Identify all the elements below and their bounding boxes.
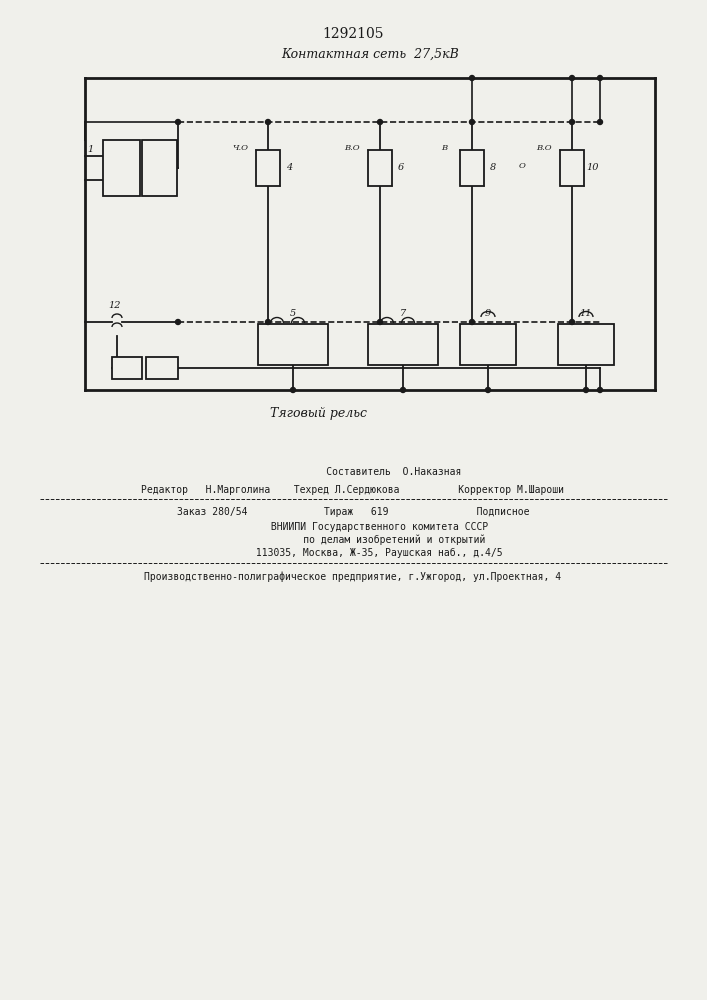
- Text: Контактная сеть  27,5кВ: Контактная сеть 27,5кВ: [281, 47, 459, 60]
- Bar: [460, 324, 516, 365]
- Text: 5: 5: [290, 310, 296, 318]
- Text: В: В: [441, 144, 447, 152]
- Circle shape: [400, 387, 406, 392]
- Circle shape: [378, 119, 382, 124]
- Text: Составитель  О.Наказная: Составитель О.Наказная: [245, 467, 462, 477]
- Circle shape: [469, 119, 474, 124]
- Circle shape: [175, 320, 180, 324]
- Text: 4: 4: [286, 163, 292, 172]
- Text: 113035, Москва, Ж-35, Раушская наб., д.4/5: 113035, Москва, Ж-35, Раушская наб., д.4…: [203, 548, 503, 558]
- Circle shape: [597, 387, 602, 392]
- Text: Ч.О: Ч.О: [232, 144, 248, 152]
- Text: 8: 8: [490, 163, 496, 172]
- Circle shape: [378, 320, 382, 324]
- Text: 1: 1: [87, 145, 93, 154]
- Circle shape: [597, 119, 602, 124]
- Circle shape: [583, 387, 588, 392]
- Text: 11: 11: [580, 310, 592, 318]
- Text: Редактор   Н.Марголина    Техред Л.Сердюкова          Корректор М.Шароши: Редактор Н.Марголина Техред Л.Сердюкова …: [141, 485, 564, 495]
- Text: В.О: В.О: [536, 144, 551, 152]
- Text: 1292105: 1292105: [322, 27, 384, 41]
- Circle shape: [570, 76, 575, 81]
- Text: 14: 14: [156, 363, 168, 372]
- Text: по делам изобретений и открытий: по делам изобретений и открытий: [221, 535, 485, 545]
- Circle shape: [266, 320, 271, 324]
- Bar: [560, 150, 584, 186]
- Text: 3: 3: [156, 163, 162, 172]
- Circle shape: [291, 387, 296, 392]
- Text: ВНИИПИ Государственного комитета СССР: ВНИИПИ Государственного комитета СССР: [218, 522, 488, 532]
- Circle shape: [266, 119, 271, 124]
- Text: 6: 6: [398, 163, 404, 172]
- Bar: [256, 150, 280, 186]
- Bar: [368, 150, 392, 186]
- Text: Заказ 280/54             Тираж   619               Подписное: Заказ 280/54 Тираж 619 Подписное: [177, 507, 530, 517]
- Text: 7: 7: [400, 310, 406, 318]
- Text: О: О: [518, 162, 525, 170]
- Bar: [142, 140, 177, 196]
- Text: Производственно-полиграфическое предприятие, г.Ужгород, ул.Проектная, 4: Производственно-полиграфическое предприя…: [144, 572, 561, 582]
- Circle shape: [469, 76, 474, 81]
- Text: 12: 12: [109, 302, 121, 310]
- Bar: [258, 324, 328, 365]
- Bar: [460, 150, 484, 186]
- Text: 9: 9: [485, 310, 491, 318]
- Circle shape: [469, 320, 474, 324]
- Circle shape: [597, 76, 602, 81]
- Circle shape: [570, 119, 575, 124]
- Bar: [103, 140, 140, 196]
- Bar: [112, 357, 142, 379]
- Text: Тяговый рельс: Тяговый рельс: [270, 408, 367, 420]
- Text: 2: 2: [114, 163, 120, 172]
- Circle shape: [486, 387, 491, 392]
- Circle shape: [175, 119, 180, 124]
- Text: 10: 10: [587, 163, 600, 172]
- Bar: [558, 324, 614, 365]
- Circle shape: [570, 320, 575, 324]
- Text: 13: 13: [121, 363, 133, 372]
- Bar: [368, 324, 438, 365]
- Bar: [146, 357, 178, 379]
- Text: В.О: В.О: [344, 144, 360, 152]
